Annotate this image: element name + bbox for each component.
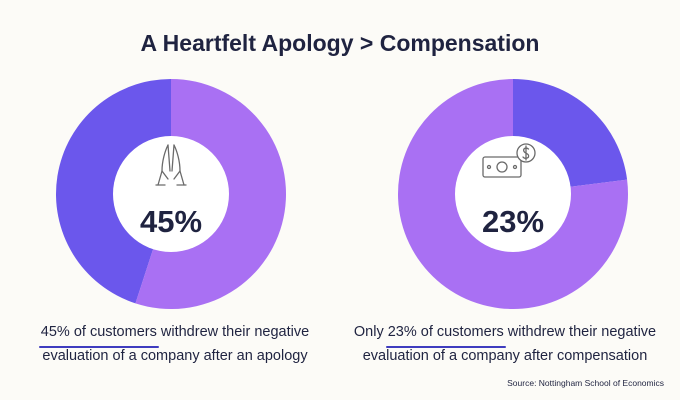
caption-highlight: 45% of customers [38,320,159,348]
praying-hands-icon [155,144,187,186]
caption-line2: evaluation of a company after an apology [42,348,308,364]
caption-compensation: Only 23% of customers withdrew their neg… [345,320,665,368]
chart-title: A Heartfelt Apology > Compensation [140,30,540,56]
caption-prefix: Only [353,324,388,340]
caption-apology: 45% of customers withdrew their negative… [15,320,335,368]
caption-line1-rest: withdrew their negative [503,324,657,340]
donut-chart-compensation: 23% [397,79,628,309]
center-percentage: 23% [482,204,544,239]
caption-highlight: 23% of customers [385,320,506,348]
caption-line2: evaluation of a company after compensati… [362,348,648,364]
center-percentage: 45% [140,204,202,239]
donut-center [113,136,229,252]
source-note: Source: Nottingham School of Economics [507,378,664,388]
donut-chart-apology: 45% [56,79,287,309]
donut-center [455,136,571,252]
money-bill-icon [482,143,536,178]
caption-line1-rest: withdrew their negative [156,324,310,340]
